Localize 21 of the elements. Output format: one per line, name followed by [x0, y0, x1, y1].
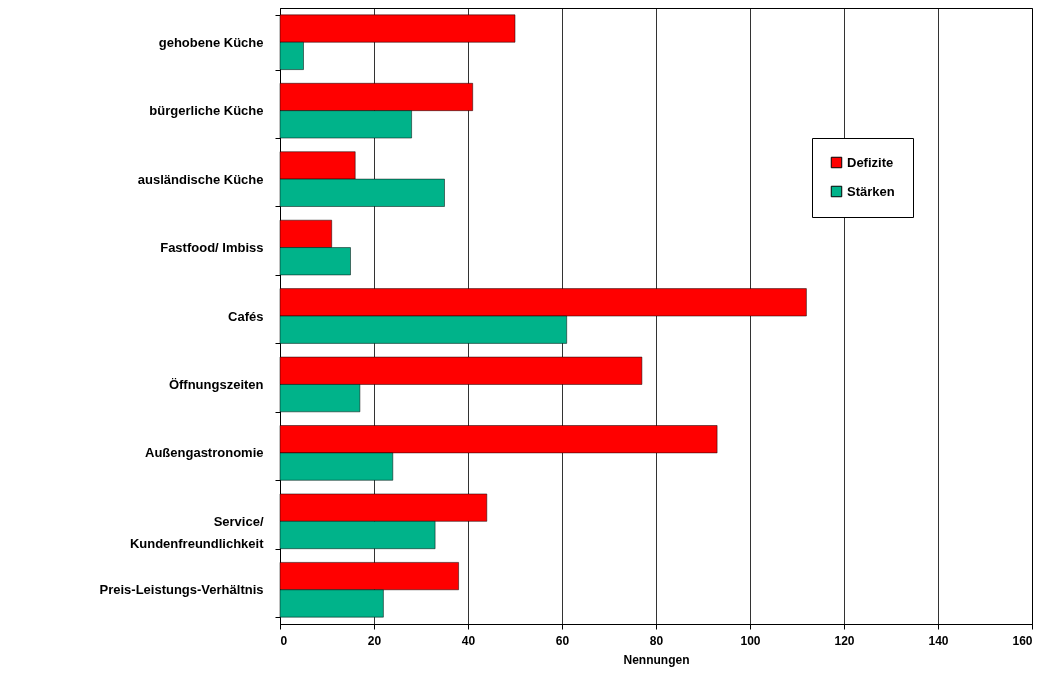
y-tick-label: ausländische Küche	[137, 171, 264, 187]
x-tick-label: 0	[280, 633, 288, 648]
y-tick-label: bürgerliche Küche	[149, 103, 264, 119]
legend-label: Defizite	[847, 154, 894, 170]
x-axis-title: Nennungen	[623, 652, 690, 667]
x-tick-label: 100	[740, 633, 761, 648]
y-tick-label: Öffnungszeiten	[168, 376, 264, 392]
legend-label: Stärken	[847, 183, 895, 199]
y-tick-label: Außengastronomie	[145, 445, 264, 461]
x-tick-label: 160	[1012, 633, 1033, 648]
x-tick-label: 140	[928, 633, 949, 648]
x-tick-label: 40	[461, 633, 476, 648]
x-tick-label: 60	[555, 633, 570, 648]
y-tick-label: Service/ Kundenfreundlichkeit	[129, 513, 265, 551]
y-tick-label: Cafés	[228, 308, 264, 324]
y-tick-label: gehobene Küche	[158, 34, 264, 50]
x-tick-label: 120	[834, 633, 855, 648]
x-tick-label: 20	[367, 633, 382, 648]
x-tick-label: 80	[649, 633, 664, 648]
y-tick-label: Preis-Leistungs-Verhältnis	[99, 582, 264, 598]
y-tick-label: Fastfood/ Imbiss	[160, 240, 264, 256]
